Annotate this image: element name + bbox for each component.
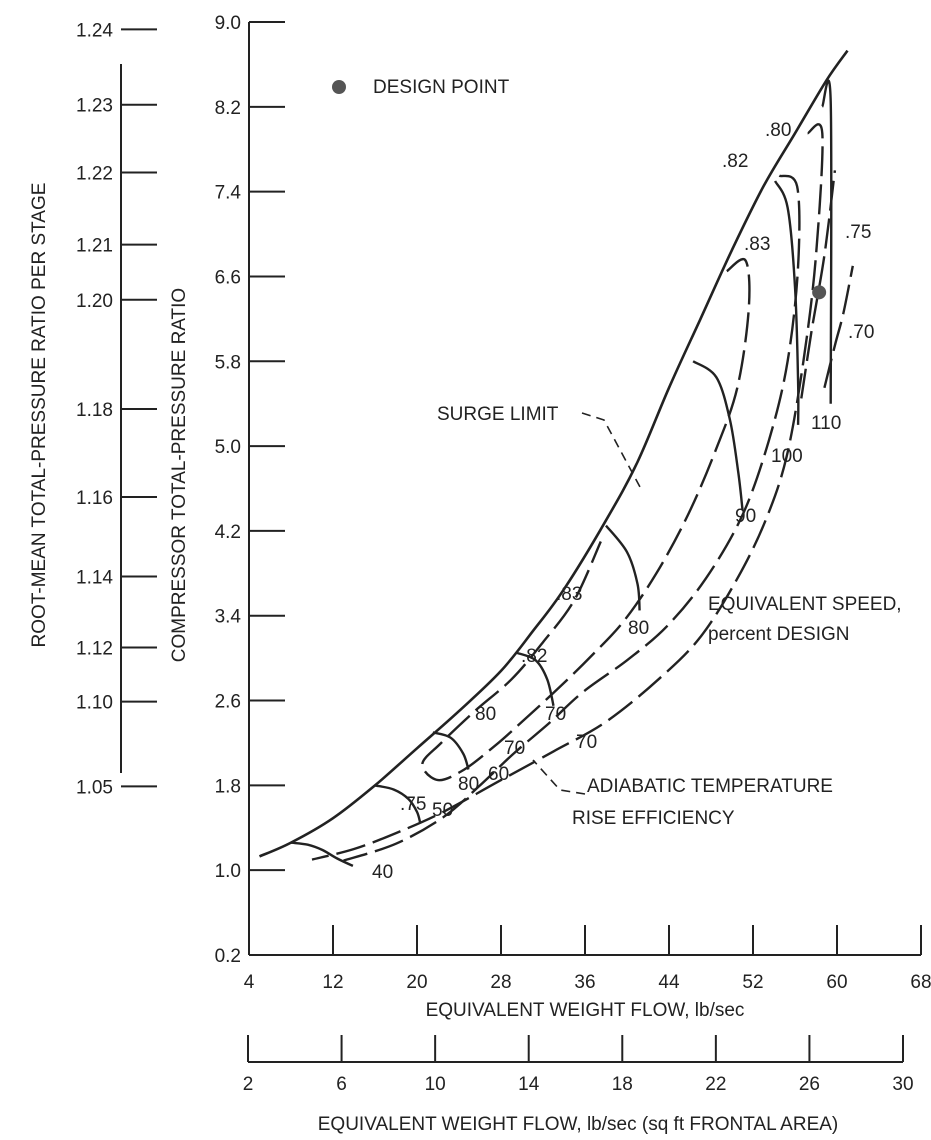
speed-line-70 [516,651,555,707]
eff-label-75-up: .75 [845,222,871,243]
stage-tick-label: 1.05 [76,777,113,798]
efficiency-contour [311,123,824,861]
speed-line-50 [374,784,422,823]
stage-tick-label: 1.16 [76,488,113,509]
y-tick-label: 5.0 [215,437,241,458]
y-tick-label: 4.2 [215,522,241,543]
y-tick-label: 1.8 [215,776,241,797]
x-tick-label: 4 [244,972,255,993]
stage-tick-label: 1.10 [76,693,113,714]
x2-tick-label: 2 [243,1074,254,1095]
efficiency-contour [421,258,751,782]
pressure-ratio-axis: 0.2 1.0 1.8 2.6 3.4 4.2 5.0 5.8 6.6 7.4 8.2 9.0 [215,13,285,967]
stage-tick-label: 1.14 [76,567,113,588]
eff-label-70-mid: 70 [545,704,566,725]
y-tick-label: 8.2 [215,98,241,119]
x2-tick-label: 18 [612,1074,633,1095]
y-tick-label: 7.4 [215,183,242,204]
speed-label-90: 90 [735,506,756,527]
eff-label-82-mid: .82 [521,646,547,667]
surge-limit-line [258,49,849,858]
eff-label-80-up: .80 [765,120,791,141]
speed-label-100: 100 [771,446,803,467]
eff-label-80-low: 80 [458,774,479,795]
design-point-marker [812,285,827,300]
x2-tick-label: 6 [336,1074,347,1095]
x-tick-label: 36 [574,972,595,993]
speed-label-80: 80 [628,618,649,639]
x-tick-label: 12 [322,972,343,993]
stage-tick-label: 1.24 [76,20,113,41]
stage-ratio-axis: 1.05 1.10 1.12 1.14 1.16 1.18 1.20 1.21 1.22 1.23… [76,20,157,798]
y-tick-label: 3.4 [215,607,242,628]
stage-tick-label: 1.21 [76,236,113,257]
speed-label-70: 70 [576,732,597,753]
y-tick-label: 2.6 [215,692,241,713]
efficiency-leader [532,759,586,795]
x2-tick-label: 30 [892,1074,913,1095]
frontal-area-flow-axis: 2 6 10 14 18 22 26 30 [243,1035,914,1095]
eff-label-83-up: .83 [744,234,770,255]
speed-label-60: 60 [488,764,509,785]
efficiency-contour [823,265,854,389]
eff-label-75-low: .75 [400,794,426,815]
eff-label-70-up: .70 [848,322,874,343]
x2-tick-label: 14 [518,1074,540,1095]
y-tick-label: 9.0 [215,13,241,34]
speed-lines [290,79,833,867]
x2-tick-label: 22 [705,1074,726,1095]
x-tick-label: 44 [658,972,680,993]
eff-label-70-low: 70 [504,738,525,759]
speed-label-50: 50 [432,800,453,821]
surge-limit-leader [581,412,641,488]
speed-label-110: 110 [811,413,841,434]
x-tick-label: 52 [742,972,763,993]
efficiency-label-line2: RISE EFFICIENCY [572,808,735,829]
speed-line-60 [432,731,470,770]
speed-line-110 [821,79,833,404]
eff-label-82-up: .82 [722,151,748,172]
speed-line-100 [774,180,800,425]
weight-flow-axis: 4 12 20 28 36 44 52 60 68 [244,925,931,993]
pressure-ratio-axis-label: COMPRESSOR TOTAL-PRESSURE RATIO [169,288,190,662]
y-tick-label: 6.6 [215,267,241,288]
weight-flow-axis-label: EQUIVALENT WEIGHT FLOW, lb/sec [426,1000,745,1021]
stage-tick-label: 1.20 [76,291,113,312]
speed-legend-line1: EQUIVALENT SPEED, [708,594,902,615]
stage-tick-label: 1.12 [76,639,113,660]
stage-ratio-axis-label: ROOT-MEAN TOTAL-PRESSURE RATIO PER STAGE [29,183,50,648]
speed-line-40 [290,841,354,867]
x-tick-label: 60 [826,972,847,993]
stage-tick-label: 1.22 [76,164,113,185]
efficiency-contour [343,174,801,862]
speed-legend-line2: percent DESIGN [708,624,850,645]
stage-tick-label: 1.23 [76,96,113,117]
frontal-area-flow-axis-label: EQUIVALENT WEIGHT FLOW, lb/sec (sq ft FR… [318,1114,839,1135]
surge-limit-label: SURGE LIMIT [437,404,559,425]
eff-label-80-mid: 80 [475,704,496,725]
speed-line-90 [692,360,744,510]
x-tick-label: 68 [910,972,931,993]
y-tick-label: 1.0 [215,861,241,882]
speed-line-80 [605,524,641,611]
y-tick-label: 0.2 [215,946,241,967]
x-tick-label: 28 [490,972,511,993]
y-tick-label: 5.8 [215,352,241,373]
x-tick-label: 20 [406,972,427,993]
surge-limit [258,49,849,858]
speed-label-40: 40 [372,862,393,883]
x2-tick-label: 10 [425,1074,446,1095]
stage-tick-label: 1.18 [76,400,113,421]
efficiency-label-line1: ADIABATIC TEMPERATURE [587,776,833,797]
legend-design-point-label: DESIGN POINT [373,77,510,98]
eff-label-83-mid: .83 [556,584,582,605]
legend-design-point-marker [332,80,346,94]
x2-tick-label: 26 [799,1074,820,1095]
